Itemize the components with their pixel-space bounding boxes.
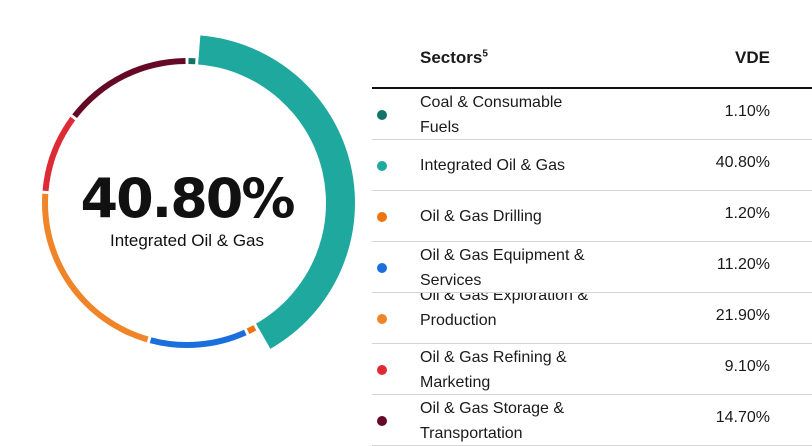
sector-color-dot xyxy=(377,212,387,222)
sector-name: Oil & Gas Exploration & Production xyxy=(420,293,589,329)
donut-slice[interactable] xyxy=(42,116,76,192)
sectors-column-header: Sectors5 xyxy=(420,48,488,68)
donut-slice[interactable] xyxy=(42,193,149,343)
donut-slice[interactable] xyxy=(246,325,257,334)
sector-weight: 9.10% xyxy=(724,358,770,375)
fund-column-header: VDE xyxy=(735,48,770,67)
sector-name: Coal & Consumable Fuels xyxy=(420,94,563,136)
sectors-header-text: Sectors xyxy=(420,48,483,67)
sector-color-dot xyxy=(377,314,387,324)
sector-color-dot xyxy=(377,110,387,120)
sector-color-dot xyxy=(377,161,387,171)
highlighted-sector-value: 40.80% xyxy=(80,167,296,230)
sector-donut-chart: 40.80% Integrated Oil & Gas xyxy=(0,0,372,446)
donut-center-summary: 40.80% Integrated Oil & Gas xyxy=(48,168,326,252)
table-header: Sectors5 VDE xyxy=(372,34,812,89)
sector-name: Integrated Oil & Gas xyxy=(420,157,565,174)
table-row[interactable]: Integrated Oil & Gas 40.80% xyxy=(372,140,812,191)
sector-color-dot xyxy=(377,416,387,426)
sector-color-dot xyxy=(377,365,387,375)
donut-slice[interactable] xyxy=(72,58,186,119)
table-row[interactable]: Coal & Consumable Fuels 1.10% xyxy=(372,89,812,140)
sector-weight: 1.10% xyxy=(724,103,770,120)
donut-slice[interactable] xyxy=(149,329,247,348)
donut-slice[interactable] xyxy=(188,58,196,65)
highlighted-sector-label: Integrated Oil & Gas xyxy=(109,231,265,250)
sector-name: Oil & Gas Storage & Transportation xyxy=(420,400,565,442)
table-row[interactable]: Oil & Gas Storage & Transportation 14.70… xyxy=(372,395,812,446)
table-row[interactable]: Oil & Gas Exploration & Production 21.90… xyxy=(372,293,812,344)
sector-weight: 14.70% xyxy=(715,409,770,426)
donut-slice[interactable] xyxy=(198,35,355,349)
footnote-marker: 5 xyxy=(482,48,488,60)
sector-name: Oil & Gas Equipment & Services xyxy=(420,247,585,289)
sector-name: Oil & Gas Drilling xyxy=(420,208,542,225)
sector-weight: 11.20% xyxy=(716,256,770,273)
sector-table: Sectors5 VDE Coal & Consumable Fuels 1.1… xyxy=(372,34,812,446)
sector-color-dot xyxy=(377,263,387,273)
sector-weight: 1.20% xyxy=(724,205,770,222)
table-row[interactable]: Oil & Gas Drilling 1.20% xyxy=(372,191,812,242)
sector-weight: 21.90% xyxy=(715,307,770,324)
table-row[interactable]: Oil & Gas Refining & Marketing 9.10% xyxy=(372,344,812,395)
table-row[interactable]: Oil & Gas Equipment & Services 11.20% xyxy=(372,242,812,293)
sector-weight: 40.80% xyxy=(715,154,770,171)
donut-svg xyxy=(42,35,355,349)
sector-name: Oil & Gas Refining & Marketing xyxy=(420,349,567,391)
